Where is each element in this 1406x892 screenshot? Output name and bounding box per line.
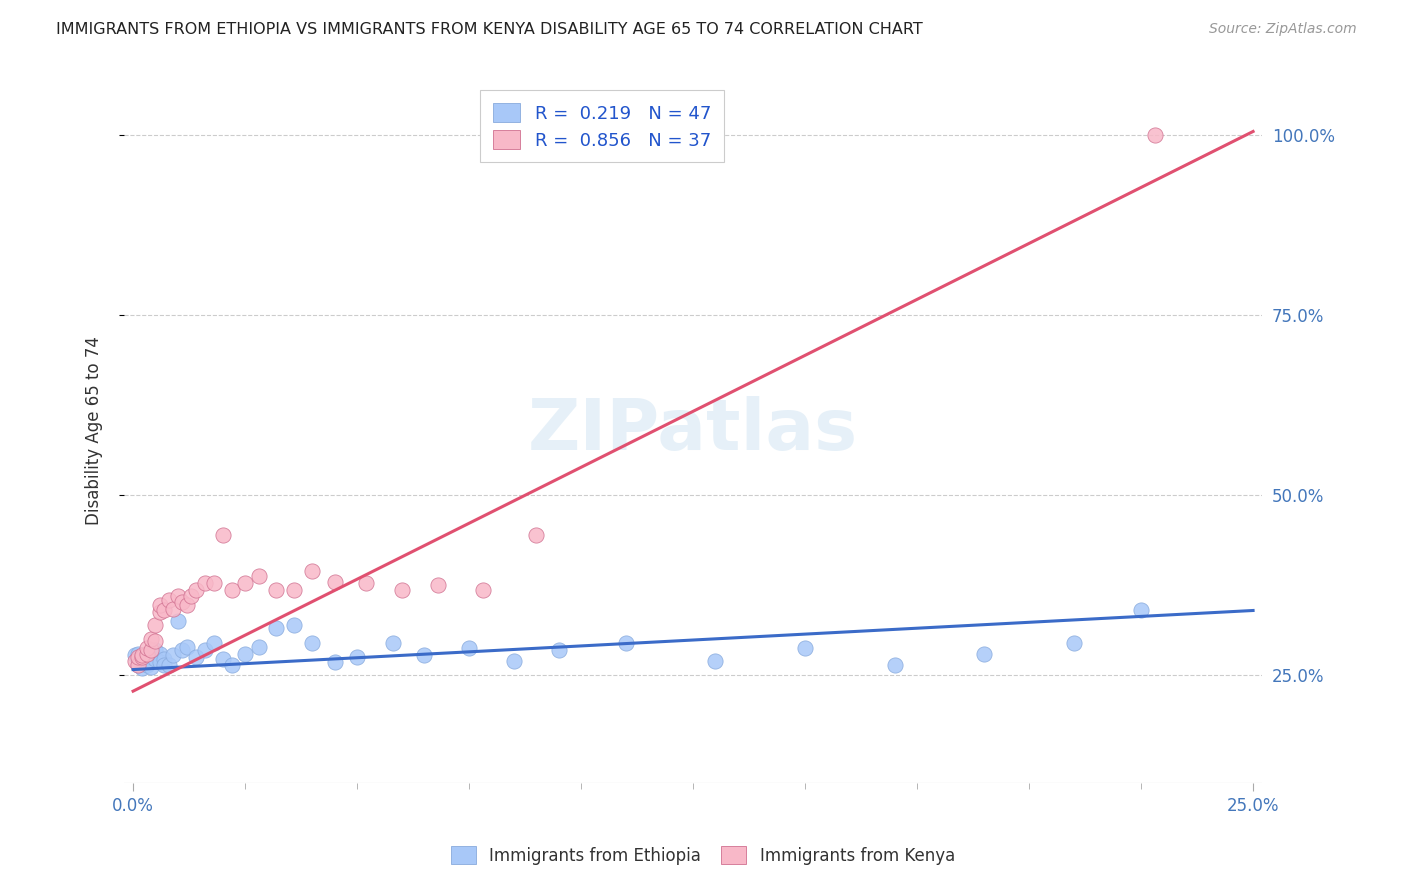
Point	[346, 650, 368, 665]
Point	[221, 657, 243, 672]
Point	[502, 654, 524, 668]
Point	[184, 583, 207, 598]
Point	[124, 654, 146, 668]
Point	[391, 583, 413, 598]
Point	[247, 569, 270, 583]
Point	[614, 636, 637, 650]
Point	[794, 640, 817, 655]
Point	[162, 602, 184, 616]
Point	[149, 647, 172, 661]
Point	[127, 647, 149, 661]
Point	[883, 657, 905, 672]
Point	[149, 598, 172, 612]
Point	[157, 592, 180, 607]
Point	[131, 654, 153, 668]
Point	[135, 647, 157, 661]
Point	[157, 657, 180, 672]
Point	[471, 583, 494, 598]
Point	[180, 589, 202, 603]
Point	[194, 643, 217, 657]
Point	[176, 598, 198, 612]
Point	[167, 615, 190, 629]
Point	[145, 643, 167, 657]
Point	[145, 633, 167, 648]
Point	[149, 605, 172, 619]
Point	[172, 643, 194, 657]
Point	[127, 650, 149, 665]
Point	[202, 636, 225, 650]
Point	[131, 648, 153, 662]
Point	[135, 640, 157, 655]
Point	[153, 652, 176, 666]
Point	[1063, 636, 1085, 650]
Point	[283, 583, 305, 598]
Point	[172, 595, 194, 609]
Point	[211, 528, 233, 542]
Point	[135, 647, 157, 661]
Point	[381, 636, 404, 650]
Point	[323, 574, 346, 589]
Point	[145, 618, 167, 632]
Text: ZIPatlas: ZIPatlas	[529, 396, 858, 465]
Point	[135, 657, 157, 672]
Point	[176, 640, 198, 654]
Point	[973, 647, 995, 661]
Point	[153, 657, 176, 672]
Point	[149, 656, 172, 670]
Point	[139, 659, 162, 673]
Y-axis label: Disability Age 65 to 74: Disability Age 65 to 74	[86, 336, 103, 524]
Point	[283, 618, 305, 632]
Point	[184, 650, 207, 665]
Point	[153, 603, 176, 617]
Legend: R =  0.219   N = 47, R =  0.856   N = 37: R = 0.219 N = 47, R = 0.856 N = 37	[481, 90, 724, 162]
Point	[247, 640, 270, 654]
Point	[354, 576, 377, 591]
Point	[704, 654, 727, 668]
Point	[221, 583, 243, 598]
Point	[124, 648, 146, 662]
Point	[139, 632, 162, 647]
Text: Source: ZipAtlas.com: Source: ZipAtlas.com	[1209, 22, 1357, 37]
Point	[266, 583, 288, 598]
Point	[131, 661, 153, 675]
Point	[139, 650, 162, 665]
Point	[131, 650, 153, 665]
Point	[413, 648, 436, 662]
Point	[211, 652, 233, 666]
Point	[127, 657, 149, 672]
Point	[266, 622, 288, 636]
Point	[162, 648, 184, 662]
Point	[458, 640, 481, 655]
Point	[1130, 603, 1153, 617]
Point	[1143, 128, 1166, 142]
Point	[547, 643, 569, 657]
Point	[127, 652, 149, 666]
Point	[233, 647, 256, 661]
Point	[301, 636, 323, 650]
Point	[323, 656, 346, 670]
Point	[167, 589, 190, 603]
Point	[202, 576, 225, 591]
Text: IMMIGRANTS FROM ETHIOPIA VS IMMIGRANTS FROM KENYA DISABILITY AGE 65 TO 74 CORREL: IMMIGRANTS FROM ETHIOPIA VS IMMIGRANTS F…	[56, 22, 922, 37]
Point	[131, 650, 153, 665]
Point	[139, 643, 162, 657]
Point	[426, 578, 449, 592]
Point	[524, 528, 547, 542]
Point	[194, 576, 217, 591]
Point	[233, 576, 256, 591]
Point	[145, 652, 167, 666]
Point	[135, 656, 157, 670]
Point	[301, 564, 323, 578]
Point	[127, 657, 149, 672]
Legend: Immigrants from Ethiopia, Immigrants from Kenya: Immigrants from Ethiopia, Immigrants fro…	[443, 838, 963, 873]
